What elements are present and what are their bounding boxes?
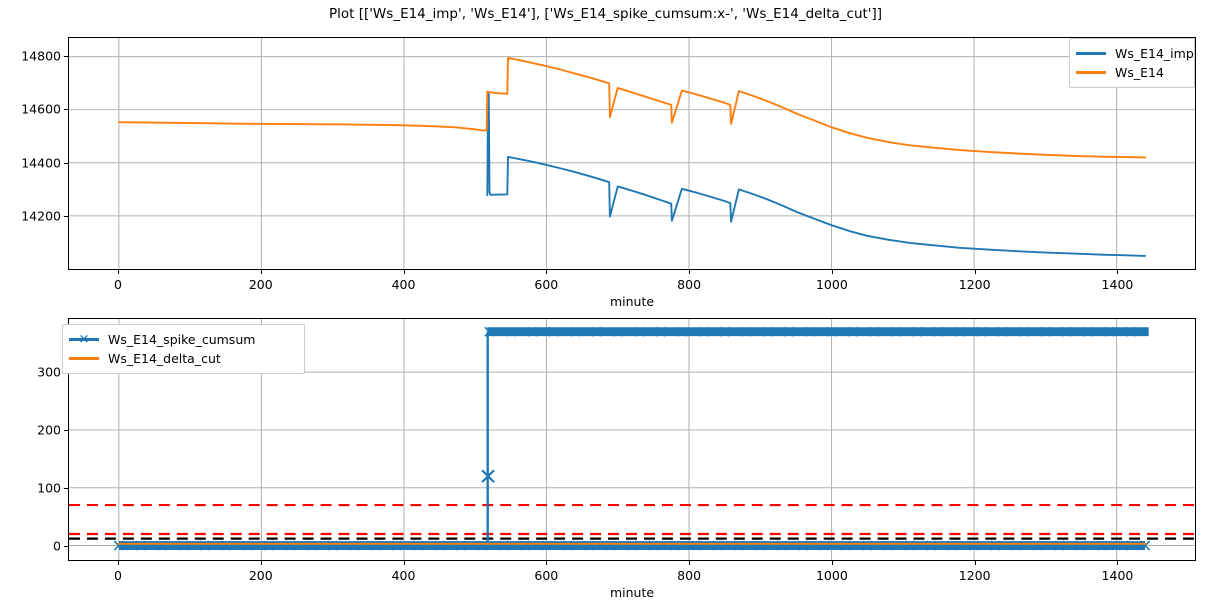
y-tick-label: 14600 xyxy=(21,101,61,117)
figure-title: Plot [['Ws_E14_imp', 'Ws_E14'], ['Ws_E14… xyxy=(328,6,883,22)
x-tick-mark xyxy=(974,561,976,565)
y-tick-mark xyxy=(64,546,68,548)
legend-color-swatch xyxy=(69,353,99,365)
y-tick-mark xyxy=(64,429,68,431)
x-tick-mark xyxy=(546,561,548,565)
x-tick-label: 800 xyxy=(677,568,702,583)
legend-color-swatch xyxy=(1076,67,1106,79)
y-tick-label: 200 xyxy=(37,422,61,438)
y-tick-label: 14800 xyxy=(21,48,61,64)
legend-entry[interactable]: Ws_E14 xyxy=(1076,63,1187,82)
legend-color-swatch xyxy=(1076,48,1106,60)
x-tick-label: 1400 xyxy=(1101,277,1134,292)
bottom-chart-xlabel: minute xyxy=(609,585,655,600)
x-tick-label: 1400 xyxy=(1101,568,1134,583)
x-tick-mark xyxy=(117,561,119,565)
y-tick-label: 100 xyxy=(37,480,61,496)
x-tick-label: 400 xyxy=(391,568,416,583)
legend-label: Ws_E14_spike_cumsum xyxy=(108,332,256,347)
x-tick-label: 200 xyxy=(248,277,273,292)
x-tick-label: 1000 xyxy=(815,568,848,583)
x-tick-label: 200 xyxy=(248,568,273,583)
legend-label: Ws_E14_delta_cut xyxy=(108,351,221,366)
x-tick-label: 1200 xyxy=(958,277,991,292)
x-tick-mark xyxy=(403,270,405,274)
y-tick-label: 14400 xyxy=(21,155,61,171)
x-tick-label: 1200 xyxy=(958,568,991,583)
x-tick-label: 400 xyxy=(391,277,416,292)
x-tick-mark xyxy=(546,270,548,274)
x-tick-label: 600 xyxy=(534,568,559,583)
top-chart-plot-area xyxy=(69,38,1195,269)
legend-color-swatch: ✕ xyxy=(69,332,99,347)
x-tick-mark xyxy=(1117,561,1119,565)
legend-label: Ws_E14_imp xyxy=(1115,46,1194,61)
x-tick-mark xyxy=(117,270,119,274)
legend-entry[interactable]: Ws_E14_imp xyxy=(1076,44,1194,63)
x-tick-mark xyxy=(1117,270,1119,274)
legend-label: Ws_E14 xyxy=(1115,65,1164,80)
top-chart-axes xyxy=(68,37,1196,270)
y-tick-mark xyxy=(64,488,68,490)
y-tick-mark xyxy=(64,162,68,164)
y-tick-label: 14200 xyxy=(21,208,61,224)
legend-entry[interactable]: ✕ Ws_E14_spike_cumsum xyxy=(69,330,297,349)
x-tick-mark xyxy=(831,561,833,565)
x-tick-mark xyxy=(260,270,262,274)
y-tick-label: 300 xyxy=(37,364,61,380)
x-tick-label: 0 xyxy=(113,568,122,583)
bottom-chart-plot-area xyxy=(69,319,1195,560)
y-tick-mark xyxy=(64,55,68,57)
x-tick-label: 600 xyxy=(534,277,559,292)
x-tick-label: 0 xyxy=(113,277,122,292)
x-tick-mark xyxy=(974,270,976,274)
x-tick-mark xyxy=(689,561,691,565)
x-tick-mark xyxy=(831,270,833,274)
bottom-chart-legend: ✕ Ws_E14_spike_cumsum Ws_E14_delta_cut xyxy=(62,324,305,374)
x-tick-label: 800 xyxy=(677,277,702,292)
top-chart-legend: Ws_E14_imp Ws_E14 xyxy=(1069,38,1195,88)
legend-entry[interactable]: Ws_E14_delta_cut xyxy=(69,349,297,368)
y-tick-label: 0 xyxy=(53,538,61,554)
x-tick-mark xyxy=(689,270,691,274)
x-tick-label: 1000 xyxy=(815,277,848,292)
bottom-chart-axes xyxy=(68,318,1196,561)
y-tick-mark xyxy=(64,109,68,111)
y-tick-mark xyxy=(64,216,68,218)
top-chart-xlabel: minute xyxy=(609,294,655,309)
x-tick-mark xyxy=(403,561,405,565)
x-tick-mark xyxy=(260,561,262,565)
legend-x-marker-icon: ✕ xyxy=(78,332,90,347)
